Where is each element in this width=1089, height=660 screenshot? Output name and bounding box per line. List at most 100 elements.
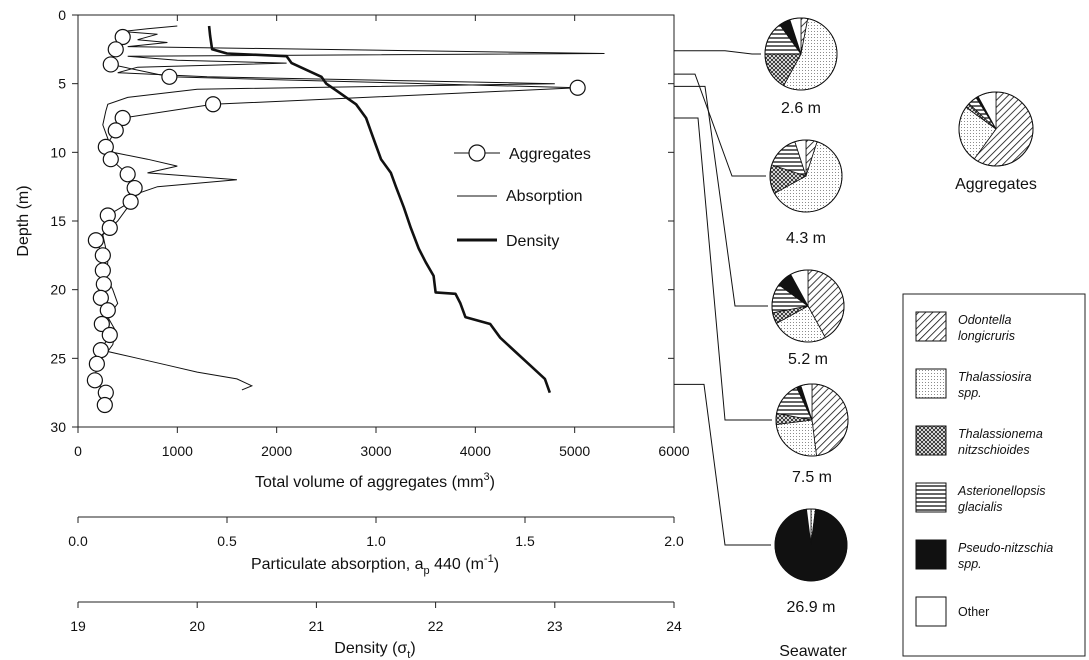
- x-tick-label: 1000: [162, 443, 193, 459]
- pie-legend-swatch-other: [915, 596, 947, 627]
- seawater-label: Seawater: [779, 643, 847, 660]
- aggregates-point: [94, 247, 111, 264]
- aggregates-point: [102, 151, 119, 168]
- aggregates-point: [569, 79, 586, 96]
- seawater-pie-3: [771, 269, 845, 343]
- pie-legend-box: [902, 293, 1086, 657]
- pie-legend-label-line2: spp.: [958, 386, 982, 400]
- x-axis-density-label: Density (σt): [334, 640, 415, 660]
- x-tick-label: 19: [70, 618, 86, 634]
- aggregates-point: [92, 289, 109, 307]
- x-axis-volume-ticks: 0 1000 2000 3000 4000 5000 6000: [74, 15, 690, 459]
- aggregates-point: [99, 302, 116, 319]
- x-tick-label: 20: [189, 618, 205, 634]
- aggregates-pie: [958, 91, 1034, 167]
- aggregates-point: [96, 396, 113, 414]
- aggregates-point: [86, 372, 103, 389]
- x-tick-label: 1.5: [515, 533, 535, 549]
- aggregates-point: [107, 41, 124, 58]
- aggregates-point: [107, 122, 124, 139]
- pie-legend-label: Thalassiosira: [958, 370, 1032, 384]
- pie-outline: [774, 508, 848, 582]
- series-layer: [86, 25, 605, 414]
- x-axis-volume-label: Total volume of aggregates (mm3): [255, 471, 495, 491]
- pie-charts: 2.6 m 4.3 m 5.2 m 7.5 m 26.9 m: [764, 17, 1034, 616]
- aggregates-point: [126, 179, 143, 197]
- pie-outline: [771, 269, 845, 343]
- aggregates-point: [204, 96, 222, 113]
- seawater-pie-depth-label: 26.9 m: [787, 599, 836, 616]
- pie-legend-label-line2: nitzschioides: [958, 443, 1030, 457]
- legend-aggregates-marker: [468, 144, 486, 162]
- seawater-pie-depth-label: 2.6 m: [781, 100, 821, 117]
- aggregates-pie-label: Aggregates: [955, 176, 1037, 193]
- x-tick-label: 0.5: [217, 533, 237, 549]
- seawater-pie-depth-label: 7.5 m: [792, 469, 832, 486]
- aggregates-point: [114, 109, 131, 127]
- aggregates-point: [92, 341, 109, 359]
- leader-line: [674, 383, 771, 546]
- pie-legend-label: Thalassionema: [958, 427, 1043, 441]
- y-tick-label: 20: [50, 282, 66, 298]
- aggregates-point: [94, 262, 111, 279]
- pie-legend-label: Odontella: [958, 313, 1012, 327]
- pie-outline: [958, 91, 1034, 167]
- pie-slice-odontella-longicruris: [811, 383, 849, 457]
- density-series-line: [207, 25, 552, 394]
- pie-outline: [764, 17, 838, 91]
- x-axis-absorption-ticks: 0.0 0.5 1.0 1.5 2.0: [68, 516, 684, 549]
- aggregates-point: [93, 315, 110, 333]
- aggregates-point: [122, 193, 139, 210]
- leader-line: [674, 50, 761, 55]
- pie-legend-swatch-odontella-longicruris: [915, 311, 947, 342]
- aggregates-point: [102, 56, 119, 73]
- y-tick-label: 5: [58, 76, 66, 92]
- pie-legend-swatch-thalassiosira-spp: [915, 368, 947, 399]
- seawater-pie-1: [764, 17, 838, 91]
- pie-legend-label: Asterionellopsis: [957, 484, 1046, 498]
- y-axis-label: Depth (m): [15, 185, 32, 256]
- x-tick-label: 3000: [360, 443, 391, 459]
- x-tick-label: 0: [74, 443, 82, 459]
- x-tick-label: 24: [666, 618, 682, 634]
- aggregates-point: [88, 355, 105, 372]
- x-tick-label: 23: [547, 618, 563, 634]
- aggregates-series-line: [94, 36, 578, 406]
- aggregates-point: [101, 326, 118, 344]
- x-tick-label: 0.0: [68, 533, 88, 549]
- x-tick-label: 6000: [658, 443, 689, 459]
- y-tick-label: 0: [58, 7, 66, 23]
- x-tick-label: 5000: [559, 443, 590, 459]
- y-tick-label: 30: [50, 419, 66, 435]
- aggregates-point: [114, 28, 131, 46]
- x-tick-label: 2.0: [664, 533, 684, 549]
- pie-slice-thalassiosira-spp: [775, 419, 817, 457]
- aggregates-point: [101, 219, 118, 236]
- seawater-pie-5: [774, 508, 848, 582]
- y-tick-label: 15: [50, 213, 66, 229]
- legend-density-label: Density: [506, 233, 559, 250]
- absorption-series-line: [102, 25, 605, 391]
- seawater-pie-4: [775, 383, 849, 457]
- pie-legend-label: Pseudo-nitzschia: [958, 541, 1053, 555]
- x-tick-label: 4000: [460, 443, 491, 459]
- aggregates-point: [95, 276, 112, 293]
- aggregates-point: [87, 232, 104, 249]
- seawater-pie-depth-label: 5.2 m: [788, 351, 828, 368]
- x-tick-label: 22: [428, 618, 444, 634]
- y-tick-label: 10: [50, 144, 66, 160]
- pie-legend-label-line2: glacialis: [958, 500, 1002, 514]
- pie-legend-swatch-thalassionema-nitzschioides: [915, 425, 947, 456]
- pie-legend-label: Other: [958, 605, 989, 619]
- pie-legend-label-line2: longicruris: [958, 329, 1015, 343]
- x-tick-label: 1.0: [366, 533, 386, 549]
- x-tick-label: 21: [309, 618, 325, 634]
- aggregates-point: [119, 166, 136, 183]
- plot-legend: Aggregates Absorption Density: [454, 144, 591, 250]
- pie-legend-label-line2: spp.: [958, 557, 982, 571]
- depth-leader-lines: [674, 50, 772, 546]
- y-axis-ticks: 0 5 10 15 20 25 30: [50, 7, 674, 435]
- x-tick-label: 2000: [261, 443, 292, 459]
- leader-line: [674, 73, 766, 177]
